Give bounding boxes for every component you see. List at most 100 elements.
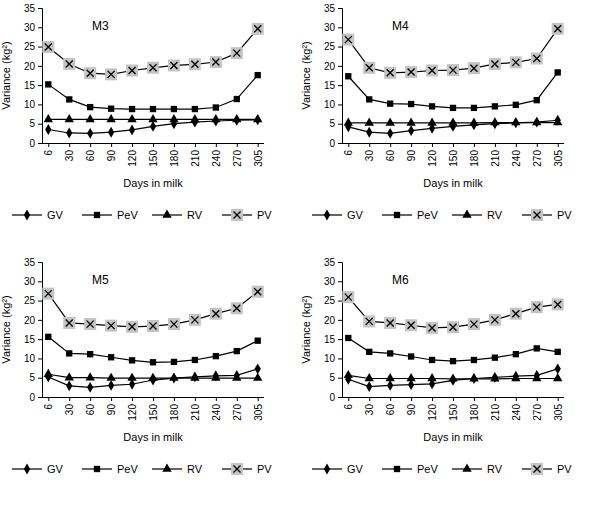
chart-panel: 0510152025303563060901201501802102402703… xyxy=(0,3,272,221)
legend-item: GV xyxy=(312,463,364,475)
y-tick-label: 20 xyxy=(24,315,36,326)
marker-shape xyxy=(555,349,561,355)
marker-shape xyxy=(426,64,438,76)
marker-shape xyxy=(65,114,74,122)
data-point xyxy=(126,321,138,333)
x-tick-mark xyxy=(258,397,259,401)
data-point xyxy=(65,114,74,122)
y-tick: 25 xyxy=(24,41,42,52)
marker-shape xyxy=(231,209,243,221)
data-point xyxy=(253,114,262,122)
data-point xyxy=(66,96,72,102)
marker-shape xyxy=(66,319,73,326)
marker-shape xyxy=(106,373,115,381)
y-tick-label: 20 xyxy=(24,61,36,72)
data-point xyxy=(534,345,540,351)
data-point xyxy=(366,127,372,138)
x-tick-mark xyxy=(432,143,433,147)
marker-shape xyxy=(365,373,374,381)
x-axis: 6306090120150180210240270305 xyxy=(42,143,264,167)
marker-shape xyxy=(534,97,540,103)
marker-shape xyxy=(468,318,480,330)
x-tick: 270 xyxy=(232,397,243,421)
legend-item: RV xyxy=(152,463,203,475)
marker-shape xyxy=(148,114,157,122)
marker-shape xyxy=(234,212,241,219)
x-tick-label: 120 xyxy=(127,404,138,421)
marker-shape xyxy=(555,69,561,75)
x-tick: 30 xyxy=(364,397,375,415)
y-tick-mark xyxy=(338,143,342,144)
data-point xyxy=(148,114,157,122)
marker-shape xyxy=(511,117,520,125)
y-axis: 05101520253035 xyxy=(24,3,43,149)
x-tick: 60 xyxy=(385,397,396,415)
data-point xyxy=(344,118,353,126)
marker-shape xyxy=(189,58,201,70)
y-tick-mark xyxy=(38,8,42,9)
y-tick-label: 30 xyxy=(24,276,36,287)
marker-shape xyxy=(87,321,94,328)
marker-shape xyxy=(342,291,354,303)
data-point xyxy=(366,96,372,102)
data-point xyxy=(63,317,75,329)
marker-shape xyxy=(210,56,222,68)
x-tick-mark xyxy=(474,397,475,401)
series-line xyxy=(348,369,557,387)
data-point xyxy=(450,105,456,111)
x-tick-mark xyxy=(516,397,517,401)
data-point xyxy=(555,69,561,75)
marker-shape xyxy=(255,338,261,344)
marker-shape xyxy=(66,350,72,356)
x-tick: 180 xyxy=(469,143,480,167)
marker-shape xyxy=(470,65,477,72)
marker-shape xyxy=(129,67,136,74)
marker-shape xyxy=(385,118,394,126)
marker-shape xyxy=(345,294,352,301)
legend-item: RV xyxy=(452,209,503,221)
marker-shape xyxy=(532,117,541,125)
data-point xyxy=(555,363,561,374)
marker-shape xyxy=(511,373,520,381)
legend: GVPeVRVPV xyxy=(312,209,572,221)
y-tick-label: 35 xyxy=(324,3,336,14)
x-tick-label: 90 xyxy=(106,150,117,162)
x-tick-mark xyxy=(174,397,175,401)
y-tick-label: 25 xyxy=(24,295,36,306)
marker-shape xyxy=(232,114,241,122)
marker-shape xyxy=(150,106,156,112)
data-point xyxy=(42,41,54,53)
x-tick: 30 xyxy=(64,143,75,161)
x-tick: 120 xyxy=(427,397,438,421)
marker-shape xyxy=(94,212,100,218)
y-tick-label: 15 xyxy=(24,80,36,91)
y-tick: 10 xyxy=(24,99,42,110)
data-point xyxy=(384,317,396,329)
y-axis-line xyxy=(338,9,343,144)
data-point xyxy=(232,373,241,381)
y-tick-mark xyxy=(38,320,42,321)
marker-shape xyxy=(448,373,457,381)
y-tick-label: 10 xyxy=(24,353,36,364)
data-point xyxy=(531,301,543,313)
marker-shape xyxy=(553,117,562,125)
legend-label: PeV xyxy=(417,463,438,475)
x-axis: 6306090120150180210240270305 xyxy=(342,143,564,167)
legend-label: RV xyxy=(187,463,203,475)
x-tick: 305 xyxy=(553,143,564,167)
legend-item: PV xyxy=(222,209,272,221)
x-tick-mark xyxy=(495,143,496,147)
x-tick: 210 xyxy=(490,397,501,421)
x-tick: 30 xyxy=(64,397,75,415)
x-tick: 305 xyxy=(253,397,264,421)
data-point xyxy=(471,105,477,111)
x-tick-label: 120 xyxy=(427,150,438,167)
y-tick-label: 30 xyxy=(324,276,336,287)
data-point xyxy=(150,121,156,132)
marker-shape xyxy=(192,357,198,363)
data-point xyxy=(65,372,74,380)
y-tick-mark xyxy=(38,85,42,86)
marker-shape xyxy=(85,372,94,380)
data-point xyxy=(129,357,135,363)
x-tick-mark xyxy=(258,143,259,147)
